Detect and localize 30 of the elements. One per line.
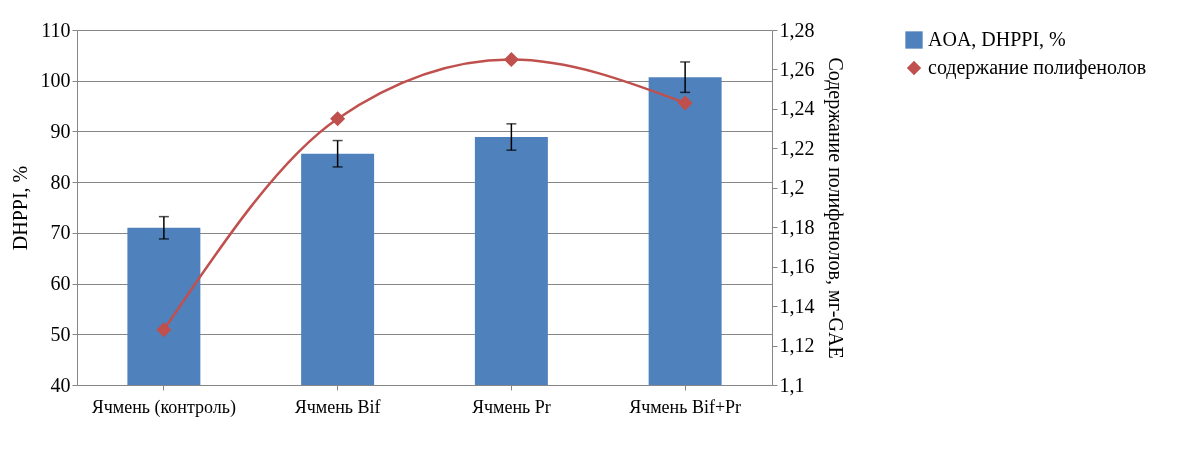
x-tick-label: Ячмень Pr: [471, 396, 551, 417]
y-tick-label: 100: [40, 69, 71, 92]
point: [330, 111, 345, 126]
y2-tick-label: 1,22: [779, 136, 815, 159]
x-tick-label: Ячмень (контроль): [91, 396, 237, 418]
point: [678, 95, 693, 111]
y-tick-label: 110: [41, 18, 71, 41]
y-tick-label: 60: [50, 272, 71, 295]
y2-tick-label: 1,28: [779, 18, 815, 41]
point: [504, 52, 519, 67]
y2-tick-label: 1,2: [779, 176, 805, 199]
legend-label: содержание полифенолов: [928, 56, 1147, 79]
y2-tick-label: 1,26: [779, 57, 815, 80]
y-tick-label: 70: [50, 221, 71, 244]
y-tick-label: 90: [50, 119, 71, 142]
y-tick-label: 50: [50, 322, 71, 345]
y-axis-title: DHPPI, %: [8, 165, 31, 251]
y2-tick-label: 1,18: [779, 215, 815, 238]
y2-tick-label: 1,14: [779, 294, 815, 317]
legend-label: AOA, DHPPI, %: [928, 28, 1066, 50]
x-tick-label: Ячмень Bif: [294, 396, 381, 417]
x-tick-label: Ячмень Bif+Pr: [629, 396, 742, 417]
y-tick-label: 40: [50, 373, 71, 396]
y-tick-label: 80: [50, 170, 71, 193]
y2-tick-label: 1,12: [779, 334, 815, 357]
y2-tick-label: 1,1: [779, 373, 805, 396]
y2-tick-label: 1,16: [779, 255, 815, 278]
y2-tick-label: 1,24: [779, 97, 815, 120]
y2-axis-title: Содержание полифенолов, мг-GAE: [823, 57, 847, 359]
point: [156, 322, 171, 337]
